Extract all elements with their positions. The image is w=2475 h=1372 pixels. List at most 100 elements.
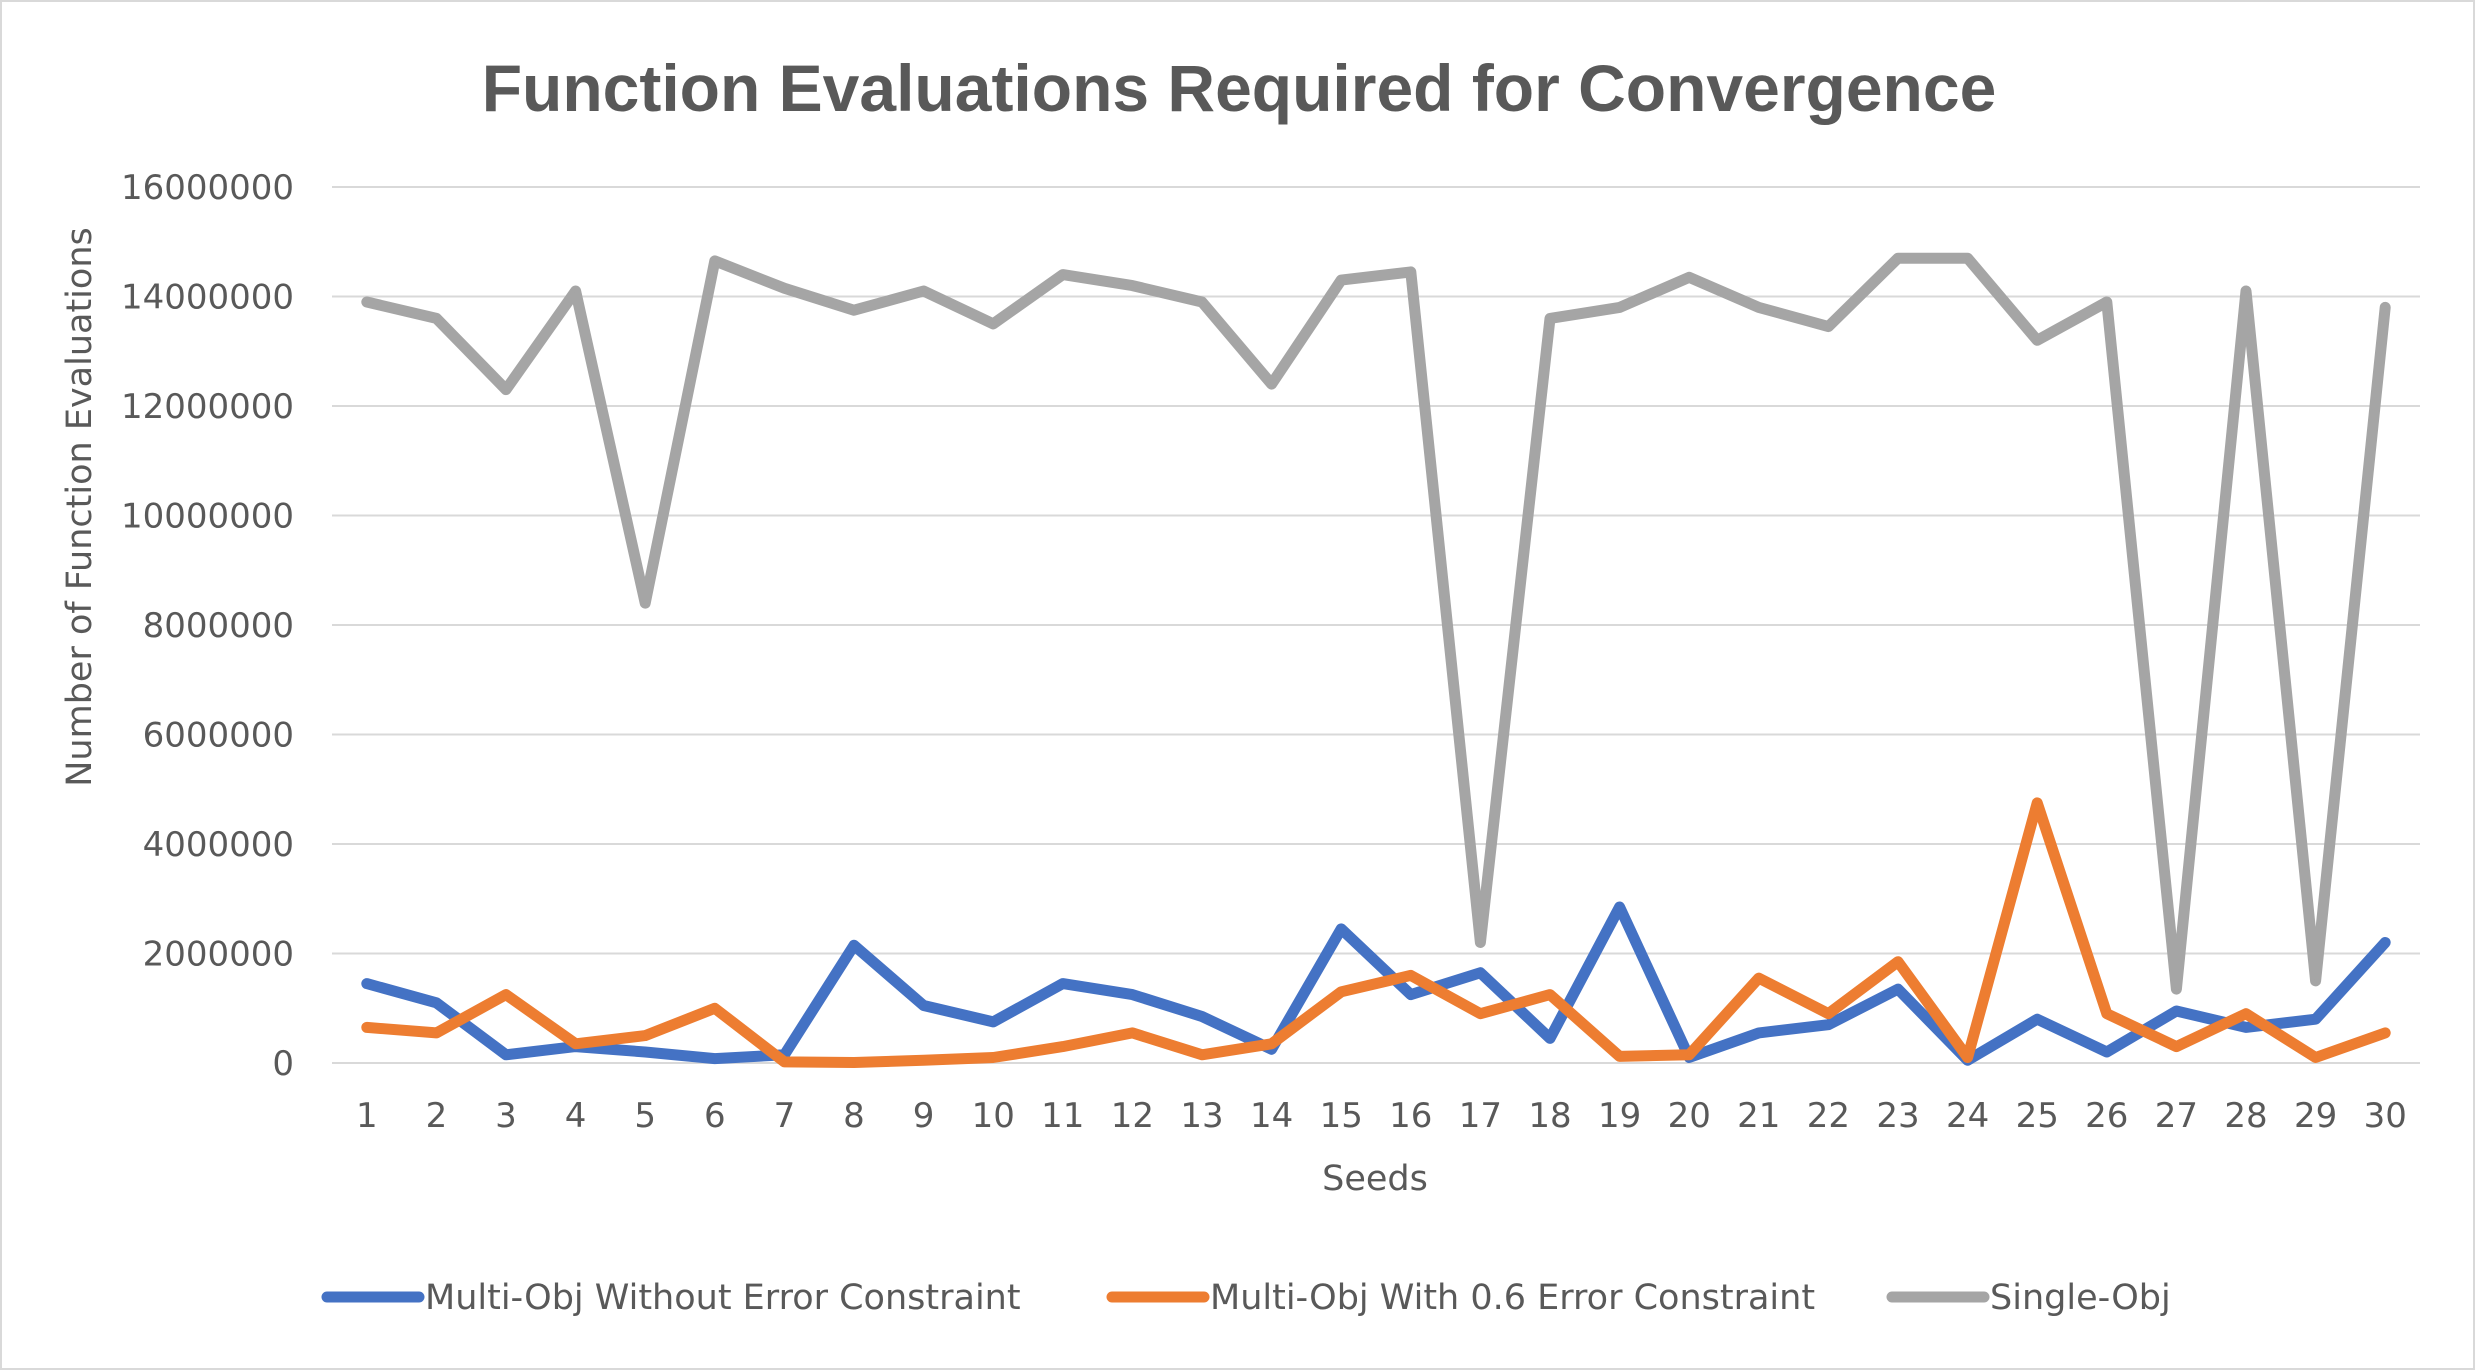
data-point (921, 1058, 926, 1063)
data-point (712, 1006, 717, 1011)
data-point (1756, 305, 1761, 310)
data-point (1339, 926, 1344, 931)
x-tick-label: 4 (565, 1096, 587, 1136)
data-point (2035, 800, 2040, 805)
data-point (2383, 305, 2388, 310)
data-point (364, 1025, 369, 1030)
data-point (921, 1003, 926, 1008)
data-point (852, 1060, 856, 1065)
data-point (1200, 1014, 1204, 1019)
series-lines (361, 252, 2391, 1068)
legend: Multi-Obj Without Error Constraint Multi-… (321, 1278, 2171, 1318)
data-point (1965, 1055, 1970, 1060)
x-tick-label: 13 (1180, 1096, 1223, 1136)
data-point (1548, 316, 1552, 321)
data-point (643, 1050, 648, 1055)
data-point (1826, 1011, 1831, 1016)
y-tick-label: 8000000 (143, 606, 294, 646)
data-point (2383, 1030, 2388, 1035)
data-point (1965, 256, 1970, 261)
data-point (2035, 338, 2040, 343)
data-point (504, 387, 508, 392)
data-point (2244, 1011, 2248, 1016)
x-tick-label: 15 (1320, 1096, 1363, 1136)
data-point (434, 1030, 439, 1035)
data-point (434, 316, 439, 321)
data-point (504, 992, 508, 997)
x-tick-label: 2 (426, 1096, 448, 1136)
y-tick-label: 10000000 (121, 497, 294, 537)
data-point (1060, 981, 1065, 986)
data-point (1060, 272, 1065, 277)
x-tick-label: 10 (972, 1096, 1015, 1136)
data-point (1060, 1044, 1065, 1049)
data-point (1130, 283, 1135, 288)
data-point (1478, 1011, 1483, 1016)
legend-label: Single-Obj (1990, 1278, 2171, 1318)
y-tick-label: 6000000 (143, 716, 294, 756)
x-tick-label: 29 (2294, 1096, 2337, 1136)
series-line-3 (361, 252, 2391, 995)
y-tick-label: 16000000 (121, 168, 294, 208)
series-line-1 (361, 901, 2391, 1066)
data-point (2313, 978, 2318, 983)
data-point (1200, 1052, 1204, 1057)
data-point (504, 1052, 508, 1057)
data-point (782, 286, 787, 291)
data-point (712, 1056, 717, 1061)
x-tick-label: 11 (1041, 1096, 1084, 1136)
data-point (1478, 970, 1483, 975)
data-point (1687, 1052, 1692, 1057)
data-point (434, 1000, 439, 1005)
x-tick-label: 12 (1111, 1096, 1154, 1136)
data-point (1408, 269, 1413, 274)
data-point (1408, 992, 1413, 997)
data-point (1617, 904, 1622, 909)
x-tick-label: 26 (2085, 1096, 2128, 1136)
data-point (921, 289, 926, 294)
data-point (712, 258, 717, 263)
data-point (991, 1019, 996, 1024)
data-point (2174, 987, 2179, 992)
data-point (991, 1055, 996, 1060)
x-tick-label: 20 (1668, 1096, 1711, 1136)
data-point (573, 289, 578, 294)
x-tick-label: 21 (1737, 1096, 1780, 1136)
series-line-2 (361, 797, 2391, 1068)
data-point (364, 981, 369, 986)
x-tick-label: 23 (1876, 1096, 1919, 1136)
data-point (2104, 1050, 2109, 1055)
data-point (364, 299, 369, 304)
x-tick-label: 27 (2155, 1096, 2198, 1136)
y-axis-title: Number of Function Evaluations (60, 227, 100, 787)
data-point (1548, 1036, 1552, 1041)
x-tick-label: 24 (1946, 1096, 1989, 1136)
data-point (2174, 1008, 2179, 1013)
x-tick-label: 14 (1250, 1096, 1293, 1136)
x-tick-label: 7 (774, 1096, 796, 1136)
x-axis-title: Seeds (1322, 1159, 1428, 1199)
x-tick-label: 3 (495, 1096, 517, 1136)
data-point (1130, 992, 1135, 997)
data-point (1826, 324, 1831, 329)
x-tick-label: 6 (704, 1096, 726, 1136)
data-point (1478, 940, 1483, 945)
x-tick-label: 1 (356, 1096, 378, 1136)
data-point (1617, 1054, 1622, 1059)
data-point (852, 308, 856, 313)
data-point (1408, 973, 1413, 978)
x-axis-ticks: 1 2 3 4 5 6 7 8 9 10 11 12 13 14 15 16 17 18 19 20 21 22 23 24 2… (356, 1096, 2407, 1136)
legend-label: Multi-Obj Without Error Constraint (425, 1278, 1021, 1318)
data-point (1548, 992, 1552, 997)
data-point (1896, 987, 1900, 992)
data-point (2313, 1055, 2318, 1060)
data-point (1756, 976, 1761, 981)
data-point (1200, 299, 1204, 304)
x-tick-label: 30 (2364, 1096, 2407, 1136)
data-point (1130, 1030, 1135, 1035)
data-point (782, 1059, 787, 1064)
x-tick-label: 25 (2016, 1096, 2059, 1136)
y-tick-label: 4000000 (143, 825, 294, 865)
